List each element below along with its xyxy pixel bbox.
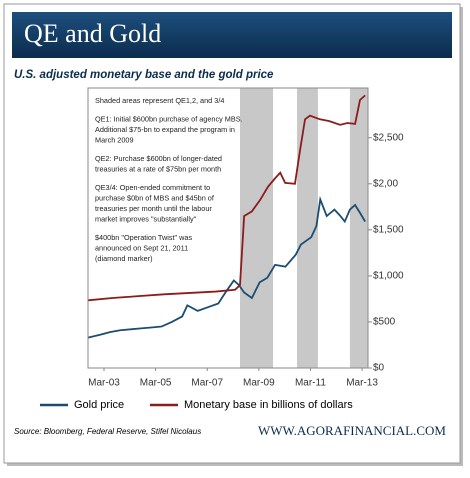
shaded-period [297,88,318,368]
annotation: March 2009 [95,135,134,144]
annotation: (diamond marker) [95,254,153,263]
x-tick-label: Mar-09 [243,378,275,389]
series-line [87,94,366,302]
chart-subtitle: U.S. adjusted monetary base and the gold… [14,69,274,81]
plot-border [87,87,369,369]
y-tick-label: $1,500 [373,224,404,235]
x-tick-label: Mar-11 [295,378,326,389]
x-tick-label: Mar-03 [88,378,120,389]
annotation: QE1: Initial $600bn purchase of agency M… [95,114,243,123]
legend-label: Gold price [74,399,124,411]
annotation: Additional $75-bn to expand the program … [95,125,235,134]
shaded-period [349,88,368,368]
annotation: announced on Sept 21, 2011 [95,243,188,252]
annotation: purchase $0bn of MBS and $45bn of [95,193,215,202]
y-tick-label: $1,000 [373,271,404,282]
y-tick-label: $500 [373,317,396,328]
y-tick-label: $2,00 [373,178,398,189]
chart-title: QE and Gold [24,19,161,48]
annotation: market improves "substantially" [95,214,197,223]
series-line [87,195,366,339]
annotation: QE2: Purchase $600bn of longer-dated [95,154,222,163]
x-tick-label: Mar-13 [346,378,378,389]
frame [3,3,461,464]
x-tick-label: Mar-05 [140,378,172,389]
annotation: treasuries at a rate of $75bn per month [95,164,221,173]
x-tick-label: Mar-07 [191,378,223,389]
y-tick-label: $0 [373,363,385,374]
banner [12,12,452,58]
plot: $0 $500 $1,000 $1,500 $2,00 $2,500 Mar-03 Mar-0… [87,88,404,389]
website: WWW.AGORAFINANCIAL.COM [258,423,446,438]
annotation: Shaded areas represent QE1,2, and 3/4 [95,96,224,105]
legend-label: Monetary base in billions of dollars [184,399,353,411]
y-tick-label: $2,500 [373,132,404,143]
annotation: treasuries per month until the labour [95,204,212,213]
shaded-period [240,88,274,368]
source: Source: Bloomberg, Federal Reserve, Stif… [14,427,201,436]
annotation: $400bn "Operation Twist" was [95,233,192,242]
annotation: QE3/4: Open-ended commitment to [95,183,210,192]
